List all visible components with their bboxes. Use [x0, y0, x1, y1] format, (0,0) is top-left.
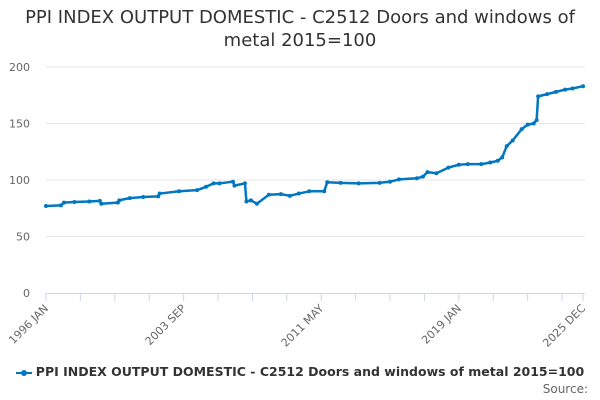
- data-point: [465, 162, 470, 167]
- legend-item[interactable]: PPI INDEX OUTPUT DOMESTIC - C2512 Doors …: [0, 364, 600, 379]
- y-tick-label: 200: [9, 61, 30, 74]
- source-label: Source:: [542, 382, 588, 396]
- y-tick-label: 150: [9, 118, 30, 131]
- data-point: [420, 174, 425, 179]
- data-point: [254, 201, 259, 206]
- data-point: [61, 200, 66, 205]
- data-point: [117, 198, 122, 203]
- data-point: [244, 199, 249, 204]
- data-point: [217, 181, 222, 186]
- data-point: [87, 199, 92, 204]
- data-point: [248, 198, 253, 203]
- data-point: [44, 203, 48, 208]
- data-point: [425, 170, 430, 175]
- x-tick-label: 2003 SEP: [143, 302, 189, 348]
- x-tick-label: 2011 MAY: [279, 302, 327, 350]
- data-point: [72, 200, 77, 205]
- series-line: [45, 84, 584, 208]
- data-point: [500, 155, 505, 160]
- data-point: [536, 94, 541, 99]
- data-point: [545, 92, 550, 97]
- data-point: [58, 203, 63, 208]
- data-point: [434, 171, 439, 176]
- data-point: [356, 181, 361, 186]
- data-point: [456, 162, 461, 167]
- data-point: [563, 87, 568, 92]
- x-tick-label: 2019 JAN: [419, 302, 464, 347]
- data-point: [397, 177, 402, 182]
- legend-swatch-icon: [15, 369, 32, 376]
- data-point: [296, 191, 301, 196]
- data-point: [278, 192, 283, 197]
- y-tick-label: 50: [16, 231, 30, 244]
- data-point: [230, 179, 235, 184]
- x-tick-label: 2025 DEC: [540, 302, 588, 350]
- data-point: [388, 179, 393, 184]
- data-point: [338, 180, 343, 185]
- data-point: [322, 189, 327, 194]
- data-point: [177, 189, 182, 194]
- data-point: [488, 160, 493, 165]
- y-tick-label: 100: [9, 174, 30, 187]
- data-point: [495, 158, 500, 163]
- data-point: [287, 193, 292, 198]
- data-point: [414, 176, 419, 181]
- y-tick-label: 0: [23, 287, 30, 300]
- x-tick-label: 1996 JAN: [6, 302, 51, 347]
- legend-label: PPI INDEX OUTPUT DOMESTIC - C2512 Doors …: [35, 364, 585, 379]
- data-point: [195, 188, 200, 193]
- data-point: [531, 121, 536, 126]
- data-point: [504, 144, 509, 149]
- data-point: [570, 86, 575, 91]
- data-point: [581, 84, 585, 89]
- data-point: [204, 184, 209, 189]
- data-point: [534, 118, 539, 123]
- data-point: [377, 180, 382, 185]
- data-point: [232, 183, 237, 188]
- data-point: [325, 180, 330, 185]
- data-point: [510, 138, 515, 143]
- data-point: [127, 196, 132, 201]
- data-point: [157, 191, 162, 196]
- data-point: [99, 201, 104, 206]
- data-point: [525, 122, 530, 127]
- data-point: [266, 192, 271, 197]
- data-point: [446, 165, 451, 170]
- data-point: [211, 181, 216, 186]
- data-point: [519, 127, 524, 132]
- data-point: [242, 181, 247, 186]
- data-point: [307, 189, 312, 194]
- data-point: [554, 89, 559, 94]
- data-point: [141, 194, 146, 199]
- data-point: [479, 162, 484, 167]
- chart-title: PPI INDEX OUTPUT DOMESTIC - C2512 Doors …: [25, 7, 575, 51]
